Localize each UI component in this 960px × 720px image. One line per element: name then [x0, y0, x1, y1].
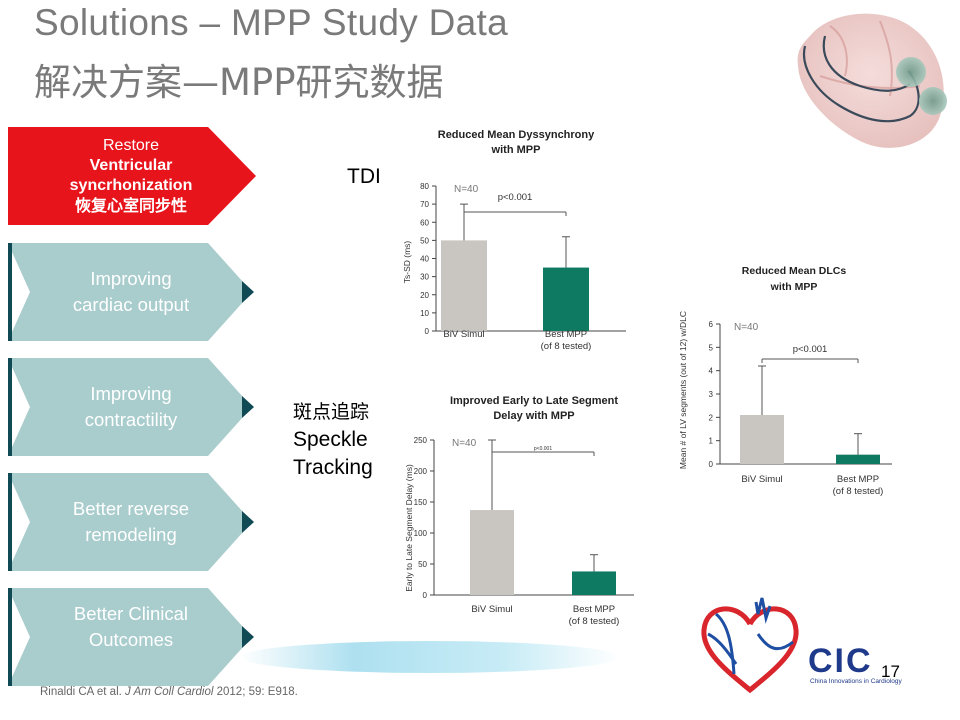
step-2-line-2: cardiac output: [72, 294, 190, 315]
step-arrow-shape: [8, 358, 254, 456]
step-1-line-4: 恢复心室同步性: [74, 196, 187, 215]
y-tick-label: 50: [420, 236, 429, 245]
citation: Rinaldi CA et al. J Am Coll Cardiol 2012…: [40, 686, 298, 698]
y-tick-label: 50: [418, 560, 427, 569]
heart-ecg-logo: [701, 597, 799, 694]
bar-biv-simul: [740, 415, 784, 464]
x-category-label: BiV Simul: [443, 329, 484, 340]
citation-details: 2012; 59: E918.: [213, 686, 298, 698]
y-tick-label: 4: [709, 367, 714, 376]
step-arrow-shape: [8, 473, 254, 571]
x-category-note: (of 8 tested): [569, 616, 620, 627]
y-tick-label: 10: [420, 309, 429, 318]
chart-title-line-1: Reduced Mean DLCs: [742, 265, 847, 277]
chart-title-line-1: Improved Early to Late Segment: [450, 395, 618, 407]
y-tick-label: 150: [414, 498, 428, 507]
y-axis-label: Early to Late Segment Delay (ms): [404, 464, 414, 592]
y-tick-label: 3: [709, 390, 714, 399]
x-category-note: (of 8 tested): [541, 341, 592, 352]
cic-logo-text: CIC: [808, 642, 873, 681]
step-3-line-2: contractility: [84, 409, 178, 430]
slide-title-chinese: 解决方案—MPP研究数据: [34, 61, 444, 104]
x-category-label: Best MPP: [837, 474, 879, 485]
y-tick-label: 30: [420, 273, 429, 282]
y-tick-label: 6: [709, 320, 714, 329]
y-tick-label: 60: [420, 218, 429, 227]
cic-logo-subtitle: China Innovations in Cardiology: [810, 678, 902, 685]
chart-title-line-2: with MPP: [770, 281, 818, 293]
bar-best-mpp: [836, 454, 880, 464]
n-label: N=40: [454, 184, 479, 195]
x-category-label: Best MPP: [573, 604, 615, 615]
step-better-reverse-remodeling: Better reverse remodeling: [8, 473, 256, 571]
p-value-label: p<0.001: [793, 344, 828, 355]
chart-title-line-2: with MPP: [491, 144, 541, 156]
step-4-line-2: remodeling: [85, 524, 177, 545]
y-tick-label: 100: [414, 529, 428, 538]
citation-authors: Rinaldi CA et al.: [40, 686, 126, 698]
step-arrow-shape: [8, 588, 254, 686]
x-category-label: BiV Simul: [471, 604, 512, 615]
y-tick-label: 5: [709, 343, 714, 352]
y-tick-label: 1: [709, 437, 714, 446]
page-number: 17: [881, 662, 900, 681]
bar-biv-simul: [470, 510, 514, 595]
step-restore-synchronization: Restore Ventricular syncrhonization 恢复心室…: [8, 127, 256, 225]
y-tick-label: 200: [414, 467, 428, 476]
y-tick-label: 80: [420, 182, 429, 191]
step-1-line-1: Restore: [102, 137, 160, 154]
footer-decorative-bar: [240, 641, 620, 673]
x-category-note: (of 8 tested): [833, 486, 884, 497]
p-value-label: p<0.001: [498, 192, 533, 203]
chart-title-line-1: Reduced Mean Dyssynchrony: [438, 129, 595, 141]
bar-biv-simul: [441, 240, 487, 331]
step-5-line-1: Better Clinical: [73, 603, 189, 624]
chart-dyssynchrony-svg: Reduced Mean Dyssynchrony with MPP 0 10 20 30…: [402, 129, 626, 352]
chart-dlc-svg: Reduced Mean DLCs with MPP 0 1 2 3 4 5 6 Mean # o…: [678, 265, 892, 497]
speckle-tracking-label-line-2: Tracking: [293, 456, 373, 479]
chart-title-line-2: Delay with MPP: [493, 410, 574, 422]
step-1-line-3: syncrhonization: [69, 177, 193, 194]
y-tick-label: 250: [414, 436, 428, 445]
step-improving-contractility: Improving contractility: [8, 358, 256, 456]
y-axis-label: Ts-SD (ms): [402, 241, 412, 284]
chart-dlc: Reduced Mean DLCs with MPP 0 1 2 3 4 5 6 Mean # o…: [672, 260, 934, 510]
tdi-label: TDI: [347, 165, 381, 188]
chart-dyssynchrony: Reduced Mean Dyssynchrony with MPP 0 10 20 30…: [396, 122, 666, 379]
step-arrow-shape: [8, 243, 254, 341]
speckle-tracking-label-line-1: Speckle: [293, 428, 368, 451]
chart-segment-delay: Improved Early to Late Segment Delay with…: [394, 388, 664, 643]
n-label: N=40: [452, 438, 477, 449]
y-tick-label: 70: [420, 200, 429, 209]
step-1-line-2: Ventricular: [89, 157, 173, 174]
y-tick-label: 0: [423, 591, 428, 600]
y-tick-label: 40: [420, 255, 429, 264]
step-2-line-1: Improving: [90, 268, 172, 289]
step-better-clinical-outcomes: Better Clinical Outcomes: [8, 588, 256, 686]
x-category-label: Best MPP: [545, 329, 587, 340]
cic-logo-letters: CIC: [808, 642, 873, 680]
y-tick-label: 2: [709, 413, 714, 422]
speckle-tracking-label-chinese: 斑点追踪: [293, 401, 370, 423]
y-tick-label: 0: [709, 460, 714, 469]
p-value-label: p<0.001: [534, 446, 552, 452]
y-tick-label: 0: [425, 327, 430, 336]
step-5-line-2: Outcomes: [88, 629, 174, 650]
y-axis-label: Mean # of LV segments (out of 12) w/DLC: [678, 311, 688, 469]
step-4-line-1: Better reverse: [72, 498, 190, 519]
step-3-line-1: Improving: [90, 383, 172, 404]
chart-segment-delay-svg: Improved Early to Late Segment Delay with…: [404, 395, 634, 627]
citation-journal: J Am Coll Cardiol: [125, 686, 214, 698]
bar-best-mpp: [543, 267, 589, 331]
active-step-arrow-shape: [8, 127, 256, 225]
slide-title-english: Solutions – MPP Study Data: [34, 2, 508, 43]
heart-lead-illustration: [797, 13, 947, 148]
n-label: N=40: [734, 322, 759, 333]
bar-best-mpp: [572, 571, 616, 595]
y-tick-label: 20: [420, 291, 429, 300]
step-improving-cardiac-output: Improving cardiac output: [8, 243, 256, 341]
x-category-label: BiV Simul: [741, 474, 782, 485]
